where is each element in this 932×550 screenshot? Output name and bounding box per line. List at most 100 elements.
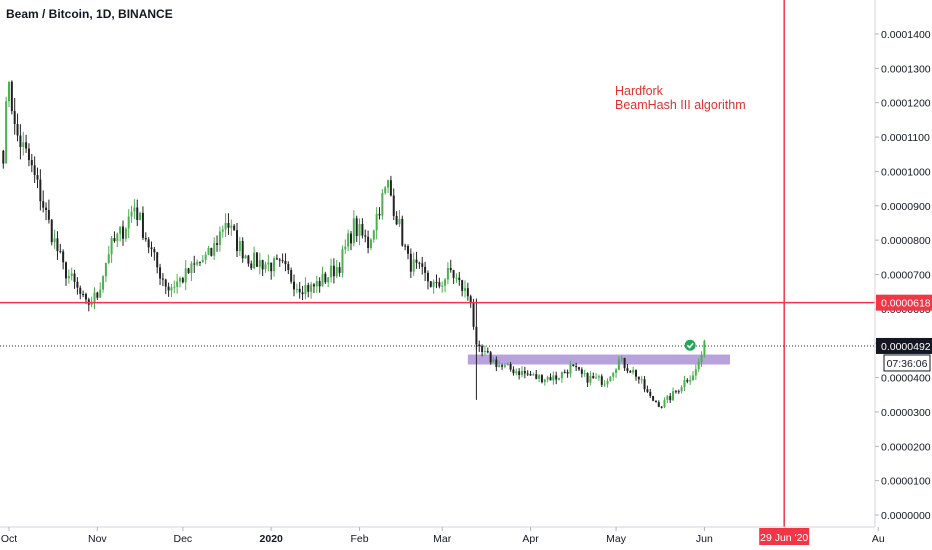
candle-body [273, 258, 276, 272]
candle-body [352, 218, 355, 244]
candle-body [532, 374, 535, 376]
candle-body [518, 371, 521, 376]
candle-body [176, 281, 179, 287]
candle-body [415, 259, 418, 263]
candle-body [59, 251, 62, 253]
candle-body [449, 267, 452, 271]
candle-body [79, 287, 82, 294]
candle-body [589, 376, 592, 383]
y-tick-label: 0.0000900 [881, 201, 931, 213]
candle-body [258, 260, 261, 267]
candle-body [560, 371, 563, 379]
candle-body [301, 292, 304, 295]
candle-body [198, 261, 201, 263]
candle-body [592, 376, 595, 379]
y-tick-label: 0.0001200 [881, 98, 931, 110]
candle-body [597, 376, 600, 378]
candle-body [375, 213, 378, 231]
candle-body [275, 258, 278, 260]
x-tick-label: Au [872, 533, 885, 545]
candle-body [335, 267, 338, 277]
candle-body [127, 216, 130, 229]
candle-body [506, 364, 509, 366]
candle-body [643, 379, 646, 390]
candle-body [395, 215, 398, 225]
candle-body [657, 402, 660, 407]
candle-body [552, 375, 555, 381]
candle-body [50, 219, 53, 243]
candle-body [672, 391, 675, 401]
candle-body [201, 259, 204, 262]
candle-body [606, 380, 609, 385]
candle-body [290, 270, 293, 282]
candle-body [124, 228, 127, 239]
candle-body [19, 135, 22, 148]
candle-body [139, 212, 142, 220]
resistance-price-label: 0.0000618 [881, 298, 931, 310]
candle-body [654, 400, 657, 403]
candle-body [238, 241, 241, 251]
last-price-badge [876, 337, 932, 354]
candle-body [503, 365, 506, 367]
candle-body [36, 175, 39, 180]
candle-body [247, 255, 250, 264]
candle-body [267, 262, 270, 265]
candle-body [230, 225, 233, 228]
candle-body [327, 277, 330, 283]
candle-body [612, 372, 615, 377]
candle-body [409, 253, 412, 272]
candle-body [25, 142, 28, 149]
candle-body [478, 344, 481, 347]
candle-body [600, 376, 603, 385]
candle-body [637, 376, 640, 380]
candle-body [540, 375, 543, 383]
candle-body [224, 223, 227, 230]
candle-body [677, 391, 680, 393]
candle-body [167, 286, 170, 291]
candle-body [122, 226, 124, 239]
candle-body [660, 406, 663, 408]
candle-body [113, 238, 116, 242]
last-price-label: 0.0000492 [881, 341, 931, 353]
candle-body [42, 201, 45, 208]
candle-body [330, 265, 333, 278]
candle-body [389, 180, 392, 196]
candle-body [107, 254, 110, 263]
candle-body [298, 288, 301, 293]
countdown-label: 07:36:06 [887, 358, 928, 370]
candle-body [495, 359, 498, 368]
candle-body [321, 273, 324, 287]
candle-body [76, 281, 79, 288]
candle-body [355, 218, 358, 237]
candle-body [62, 251, 65, 263]
candle-body [207, 247, 210, 255]
time-axis[interactable]: Oct Nov Dec 2020 Feb Mar Apr May Jun Au [1, 527, 885, 545]
candle-body [367, 236, 370, 249]
candle-body [703, 340, 706, 355]
candle-body [281, 260, 284, 262]
candle-body [580, 369, 583, 374]
candle-body [674, 391, 677, 393]
candle-body [381, 192, 384, 216]
candle-body [99, 289, 102, 298]
candle-body [438, 282, 441, 287]
candle-body [569, 364, 572, 374]
candle-body [689, 379, 692, 382]
candle-body [680, 387, 683, 392]
y-tick-label: 0.0000800 [881, 235, 931, 247]
candle-body [444, 279, 447, 286]
candle-body [196, 261, 199, 265]
y-tick-label: 0.0001400 [881, 29, 931, 41]
candle-body [216, 243, 219, 245]
candle-body [284, 260, 287, 265]
candle-body [426, 272, 429, 282]
candle-body [307, 285, 310, 292]
candle-body [432, 281, 435, 287]
price-axis[interactable]: 0.0001400 0.0001300 0.0001200 0.0001100 0.00… [875, 29, 931, 522]
candle-body [39, 179, 42, 202]
candle-body [33, 165, 36, 176]
candle-body [558, 378, 561, 380]
candle-body [646, 389, 649, 392]
candle-body [629, 371, 632, 373]
